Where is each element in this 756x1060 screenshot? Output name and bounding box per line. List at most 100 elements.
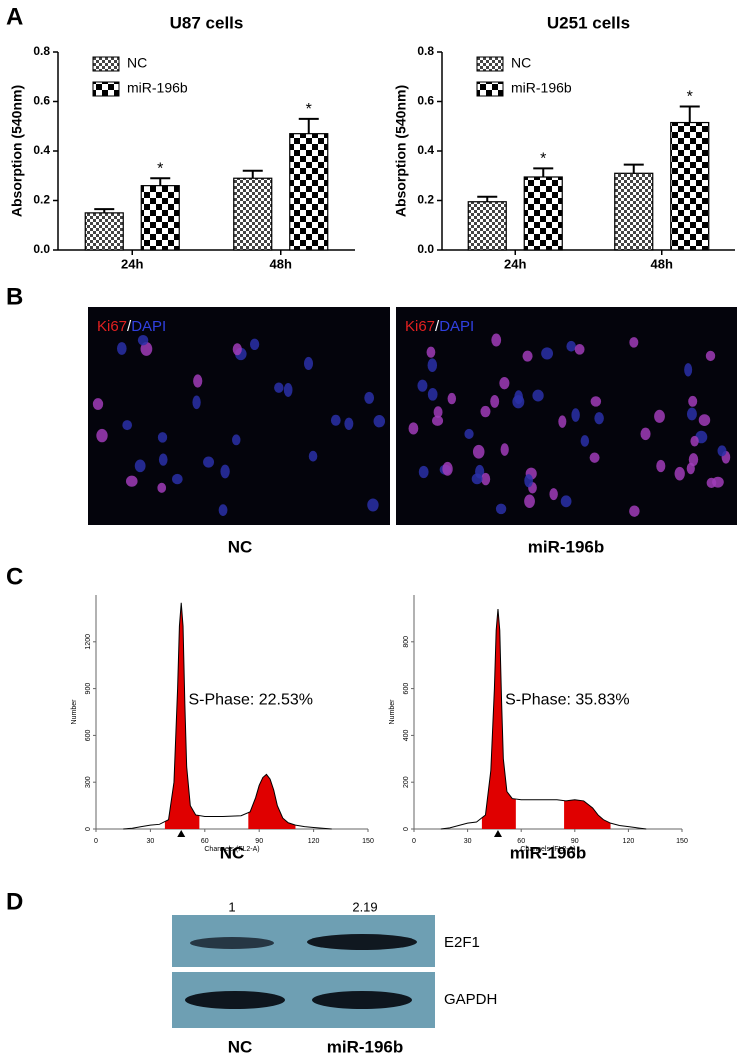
cell (433, 406, 443, 418)
cell (698, 414, 711, 426)
cell (274, 382, 284, 393)
y-tick-label: 0.0 (33, 242, 50, 256)
x-axis-label: Channels (FL2-A) (204, 846, 259, 853)
annotation: S-Phase: 22.53% (188, 692, 313, 709)
cell (125, 475, 138, 487)
cell (464, 428, 474, 439)
caption: miR-196b (327, 1037, 404, 1056)
cell (541, 347, 554, 360)
band (185, 991, 285, 1009)
stain: DAPI (131, 318, 166, 335)
cell (140, 341, 153, 356)
bar (670, 121, 710, 251)
significance: * (687, 89, 693, 106)
cell (172, 473, 183, 485)
y-tick-label: 0.6 (33, 94, 50, 108)
cell (472, 444, 485, 459)
error-bar (242, 169, 263, 179)
cell (717, 445, 727, 457)
legend-swatch (476, 81, 504, 97)
cell (481, 472, 491, 486)
bar (140, 185, 180, 251)
cell (574, 344, 585, 355)
cell (654, 409, 665, 423)
cell (532, 389, 544, 402)
cell (656, 459, 666, 473)
bar (289, 133, 329, 251)
histogram-curve (123, 602, 332, 830)
caption: NC (228, 1037, 253, 1056)
y-tick-label: 400 (403, 729, 410, 741)
cell (303, 356, 314, 370)
y-tick-label: 300 (85, 776, 92, 788)
cell (220, 464, 230, 479)
panel-label: C (6, 563, 23, 590)
stain: Ki67 (97, 318, 127, 335)
cell (232, 434, 241, 446)
band (312, 991, 412, 1009)
stain: Ki67 (405, 318, 435, 335)
cell (590, 396, 602, 407)
cell (157, 482, 167, 493)
y-tick-label: 0.8 (417, 44, 434, 58)
stain: / (127, 318, 132, 335)
marker (177, 830, 186, 837)
significance: * (306, 101, 312, 118)
band-label: E2F1 (444, 934, 480, 951)
legend-label: miR-196b (127, 80, 188, 96)
error-bar (533, 167, 554, 177)
cell (589, 452, 600, 463)
y-tick-label: 0.2 (417, 193, 434, 207)
cell (712, 476, 724, 488)
x-axis-label: Channels (FL2-A) (520, 846, 575, 853)
cell (549, 488, 558, 501)
cell (96, 428, 108, 443)
y-tick-label: 0.2 (33, 193, 50, 207)
legend-label: miR-196b (511, 80, 572, 96)
cell (442, 461, 453, 476)
significance: * (157, 160, 163, 177)
caption: NC (220, 843, 245, 862)
cell (524, 474, 533, 488)
cell (500, 443, 509, 456)
cell (491, 333, 502, 347)
y-tick-label: 0.6 (417, 94, 434, 108)
cell (705, 350, 716, 362)
y-tick-label: 800 (403, 636, 410, 648)
ratio: 2.19 (352, 899, 377, 914)
cell (674, 466, 685, 481)
stain-label: Ki67/DAPI (405, 318, 474, 335)
cell (471, 473, 483, 485)
bar (84, 212, 124, 251)
cell (203, 456, 215, 468)
chart-title: U251 cells (547, 13, 630, 32)
y-tick-label: 0.4 (33, 143, 50, 157)
x-tick-label: 120 (308, 838, 320, 845)
legend-label: NC (127, 55, 147, 71)
annotation: S-Phase: 35.83% (505, 692, 630, 709)
cell (594, 412, 604, 425)
band (190, 937, 274, 949)
x-tick-label: 30 (464, 838, 472, 845)
cell (308, 450, 318, 462)
cell (427, 358, 438, 373)
bar (523, 176, 563, 251)
cell (480, 405, 491, 418)
cell (688, 453, 699, 467)
legend-swatch (92, 81, 120, 97)
cell (249, 338, 260, 351)
x-tick-label: 48h (651, 256, 673, 271)
cell (418, 465, 429, 479)
ratio: 1 (228, 899, 235, 914)
cell (158, 453, 168, 466)
x-tick-label: 150 (676, 838, 688, 845)
y-tick-label: 0 (85, 827, 92, 831)
cell (192, 395, 201, 410)
cell (560, 495, 572, 508)
error-bar (679, 105, 700, 123)
error-bar (150, 177, 171, 186)
cell (690, 435, 699, 447)
stain-label: Ki67/DAPI (97, 318, 166, 335)
legend-label: NC (511, 55, 531, 71)
